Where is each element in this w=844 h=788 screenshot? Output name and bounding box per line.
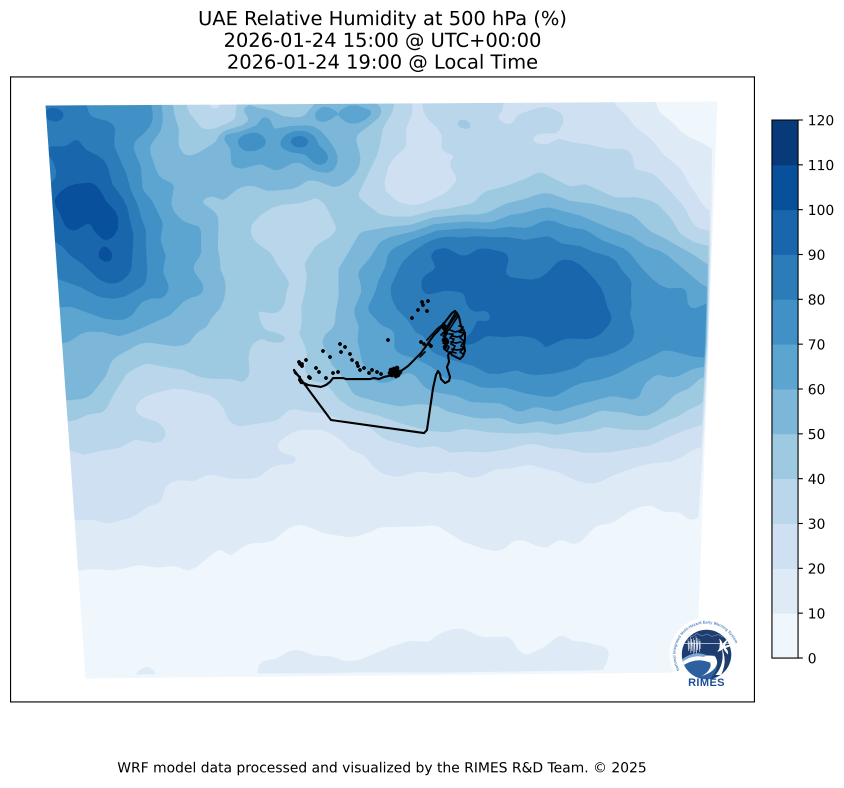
svg-text:RIMES: RIMES	[688, 677, 725, 689]
